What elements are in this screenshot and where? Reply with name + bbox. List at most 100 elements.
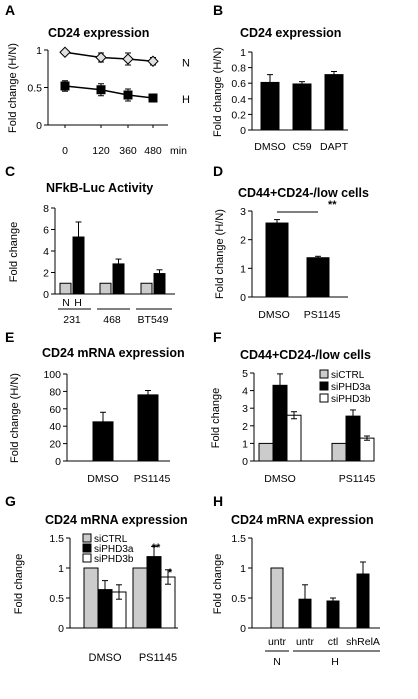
y-tick-label: 0	[36, 120, 42, 132]
bar	[306, 257, 330, 298]
legend-swatch	[82, 533, 92, 543]
legend-entry: siPHD3b	[94, 554, 134, 565]
x-tick-label: PS1145	[339, 473, 376, 485]
bar	[298, 598, 312, 629]
y-tick-label: 2	[240, 235, 246, 247]
bar	[92, 421, 114, 462]
chart-title: CD24 expression	[48, 26, 149, 40]
data-point	[122, 53, 134, 65]
x-tick-label: PS1145	[134, 473, 171, 485]
x-tick-label: PS1145	[139, 652, 177, 664]
data-point	[147, 55, 159, 67]
y-tick-label: 0	[58, 623, 64, 635]
bar	[331, 442, 347, 462]
significance-marker: *	[168, 567, 173, 579]
legend-swatch	[319, 369, 329, 379]
legend-swatch	[319, 381, 329, 391]
bar	[137, 394, 159, 462]
x-axis-label: min	[170, 145, 187, 157]
x-tick-label: PS1145	[304, 309, 341, 321]
y-tick-label: 1	[240, 263, 246, 275]
legend-entry: siPHD3a	[331, 382, 371, 393]
bar-label: N	[62, 297, 70, 309]
x-tick-label: DMSO	[258, 309, 290, 321]
y-tick-label: 1	[240, 563, 246, 575]
y-tick-label: 100	[43, 369, 61, 381]
y-tick-label: 0	[240, 623, 246, 635]
bar	[260, 81, 280, 131]
legend-entry: siCTRL	[94, 534, 128, 545]
y-axis-label: Fold change (H/N)	[214, 209, 226, 299]
chart-title: CD44+CD24-/low cells	[240, 348, 371, 362]
chart-title: CD24 mRNA expression	[231, 513, 374, 527]
x-tick-label: 480	[144, 145, 162, 157]
y-tick-label: 1.5	[231, 533, 246, 545]
y-axis-label: Fold change	[210, 388, 222, 449]
y-tick-label: 4	[43, 246, 49, 258]
x-tick-label: DAPT	[320, 141, 349, 153]
x-tick-label: untr	[296, 636, 315, 648]
chart-title: NFkB-Luc Activity	[46, 181, 153, 195]
y-tick-label: 2	[43, 268, 49, 280]
y-tick-label: 0.5	[27, 83, 42, 95]
x-tick-label: C59	[292, 141, 311, 153]
legend-entry: siPHD3b	[331, 394, 371, 405]
legend-swatch	[82, 543, 92, 553]
bar	[326, 600, 340, 629]
panel-label: B	[213, 2, 223, 18]
bar	[72, 236, 85, 295]
y-tick-label: 0	[43, 289, 49, 301]
series-label: N	[182, 57, 190, 69]
bar	[265, 222, 289, 298]
chart-title: CD44+CD24-/low cells	[238, 186, 369, 200]
y-tick-label: 0.6	[231, 78, 246, 90]
y-tick-label: 3	[240, 206, 246, 218]
panel-label: C	[5, 163, 15, 179]
significance-marker: **	[328, 199, 337, 211]
y-tick-label: 60	[49, 404, 61, 416]
x-tick-label: 0	[62, 145, 68, 157]
bar	[112, 263, 125, 295]
bar	[83, 567, 99, 629]
bar	[146, 556, 162, 629]
data-point	[95, 51, 107, 64]
y-axis-label: Fold change (H/N)	[7, 43, 19, 133]
y-tick-label: 0.4	[231, 94, 246, 106]
x-tick-label: shRelA	[346, 636, 380, 648]
legend-swatch	[319, 393, 329, 403]
x-tick-label: DMSO	[254, 141, 286, 153]
y-axis-label: Fold change (H/N)	[212, 47, 224, 137]
x-tick-label: untr	[268, 636, 287, 648]
bar	[270, 567, 284, 629]
series-line	[64, 51, 154, 62]
y-tick-label: 0.2	[231, 109, 246, 121]
panel-label: E	[5, 329, 14, 345]
y-tick-label: 0.8	[231, 63, 246, 75]
legend-entry: siPHD3a	[94, 544, 134, 555]
y-axis-label: Fold change	[212, 554, 224, 615]
bar	[324, 74, 344, 131]
y-tick-label: 6	[43, 225, 49, 237]
y-axis-label: Fold change (H/N)	[9, 373, 21, 463]
bar	[286, 414, 302, 462]
x-tick-label: 120	[92, 145, 110, 157]
y-tick-label: 8	[43, 203, 49, 215]
x-tick-label: 360	[119, 145, 137, 157]
y-tick-label: 0	[55, 456, 61, 468]
bar	[345, 415, 361, 462]
panel-label: G	[5, 493, 16, 509]
bar	[153, 273, 166, 295]
panel-label: F	[213, 329, 222, 345]
y-tick-label: 2	[242, 421, 248, 433]
x-tick-label: ctl	[328, 636, 339, 648]
group-label: BT549	[138, 314, 169, 326]
bar	[132, 567, 148, 629]
group-label: 468	[103, 314, 121, 326]
chart-title: CD24 mRNA expression	[45, 513, 188, 527]
bar	[359, 437, 375, 462]
bar	[99, 282, 112, 295]
bar	[258, 442, 274, 462]
x-tick-label: DMSO	[89, 652, 122, 664]
y-tick-label: 5	[242, 368, 248, 380]
